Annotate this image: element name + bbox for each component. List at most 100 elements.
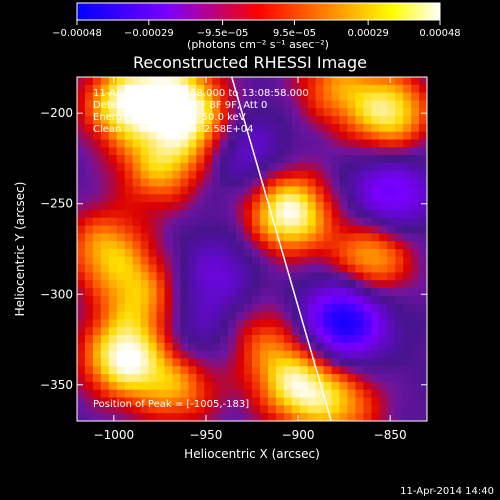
heatmap-cell [204, 397, 213, 406]
heatmap-cell [379, 303, 388, 313]
heatmap-cell [291, 397, 301, 406]
heatmap-cell [371, 155, 380, 164]
heatmap-cell [339, 249, 349, 258]
heatmap-cell [387, 194, 396, 203]
heatmap-cell [339, 155, 349, 164]
heatmap-cell [148, 147, 158, 156]
heatmap-cell [347, 303, 356, 313]
heatmap-cell [244, 327, 253, 336]
heatmap-cell [363, 280, 372, 289]
heatmap-cell [387, 233, 396, 242]
heatmap-cell [347, 311, 356, 320]
heatmap-cell [108, 108, 118, 117]
heatmap-cell [395, 311, 404, 320]
heatmap-cell [259, 413, 269, 421]
heatmap-cell [132, 147, 142, 156]
heatmap-cell [259, 100, 269, 109]
heatmap-cell [299, 108, 309, 117]
heatmap-cell [299, 241, 309, 250]
heatmap-cell [220, 264, 229, 274]
heatmap-cell [387, 202, 396, 211]
heatmap-cell [387, 217, 396, 227]
heatmap-cell [371, 350, 380, 360]
heatmap-cell [116, 350, 126, 360]
heatmap-cell [379, 123, 388, 133]
heatmap-cell [419, 303, 427, 313]
heatmap-cell [92, 155, 102, 164]
heatmap-cell [148, 319, 158, 328]
heatmap-cell [172, 100, 181, 109]
heatmap-cell [363, 209, 372, 219]
heatmap-cell [347, 288, 356, 297]
heatmap-cell [108, 342, 118, 352]
heatmap-cell [132, 77, 142, 86]
heatmap-cell [275, 389, 285, 399]
heatmap-cell [228, 381, 237, 391]
heatmap-cell [77, 374, 86, 383]
heatmap-cell [347, 397, 356, 406]
heatmap-cell [275, 108, 285, 117]
heatmap-cell [236, 303, 245, 313]
heatmap-cell [204, 194, 213, 203]
heatmap-cell [100, 225, 110, 234]
heatmap-cell [236, 280, 245, 289]
heatmap-cell [291, 381, 301, 391]
heatmap-cell [124, 123, 134, 133]
heatmap-cell [291, 131, 301, 141]
heatmap-cell [212, 100, 221, 109]
heatmap-cell [323, 233, 333, 242]
heatmap-cell [100, 249, 110, 258]
heatmap-cell [331, 358, 341, 367]
heatmap-cell [355, 358, 364, 367]
heatmap-cell [323, 319, 333, 328]
heatmap-cell [299, 413, 309, 421]
heatmap-cell [283, 131, 293, 141]
heatmap-cell [148, 264, 158, 274]
heatmap-cell [148, 366, 158, 375]
heatmap-cell [379, 108, 388, 117]
heatmap-cell [315, 170, 325, 180]
heatmap-cell [196, 233, 205, 242]
heatmap-cell [315, 397, 325, 406]
heatmap-cell [244, 374, 253, 383]
heatmap-cell [387, 84, 396, 94]
heatmap-cell [84, 264, 94, 274]
heatmap-cell [116, 264, 126, 274]
heatmap-cell [220, 405, 229, 414]
heatmap-cell [339, 233, 349, 242]
heatmap-cell [196, 139, 205, 148]
heatmap-cell [116, 241, 126, 250]
heatmap-cell [283, 178, 293, 188]
heatmap-cell [331, 155, 341, 164]
heatmap-cell [387, 397, 396, 406]
heatmap-cell [355, 288, 364, 297]
heatmap-cell [220, 170, 229, 180]
heatmap-cell [315, 92, 325, 102]
heatmap-cell [124, 209, 134, 219]
heatmap-cell [124, 374, 134, 383]
heatmap-cell [108, 249, 118, 258]
heatmap-cell [132, 319, 142, 328]
heatmap-cell [156, 233, 166, 242]
heatmap-cell [291, 77, 301, 86]
heatmap-cell [220, 413, 229, 421]
heatmap-cell [371, 327, 380, 336]
heatmap-cell [259, 389, 269, 399]
heatmap-cell [363, 233, 372, 242]
heatmap-cell [307, 358, 317, 367]
heatmap-cell [77, 335, 86, 344]
heatmap-cell [204, 389, 213, 399]
heatmap-cell [347, 233, 356, 242]
heatmap-cell [140, 295, 150, 305]
heatmap-cell [267, 163, 277, 172]
heatmap-cell [419, 327, 427, 336]
heatmap-cell [77, 217, 86, 227]
heatmap-cell [156, 319, 166, 328]
heatmap-cell [291, 233, 301, 242]
heatmap-cell [228, 311, 237, 320]
heatmap-cell [204, 100, 213, 109]
heatmap-cell [291, 249, 301, 258]
heatmap-cell [236, 327, 245, 336]
heatmap-cell [331, 116, 341, 125]
heatmap-cell [267, 92, 277, 102]
